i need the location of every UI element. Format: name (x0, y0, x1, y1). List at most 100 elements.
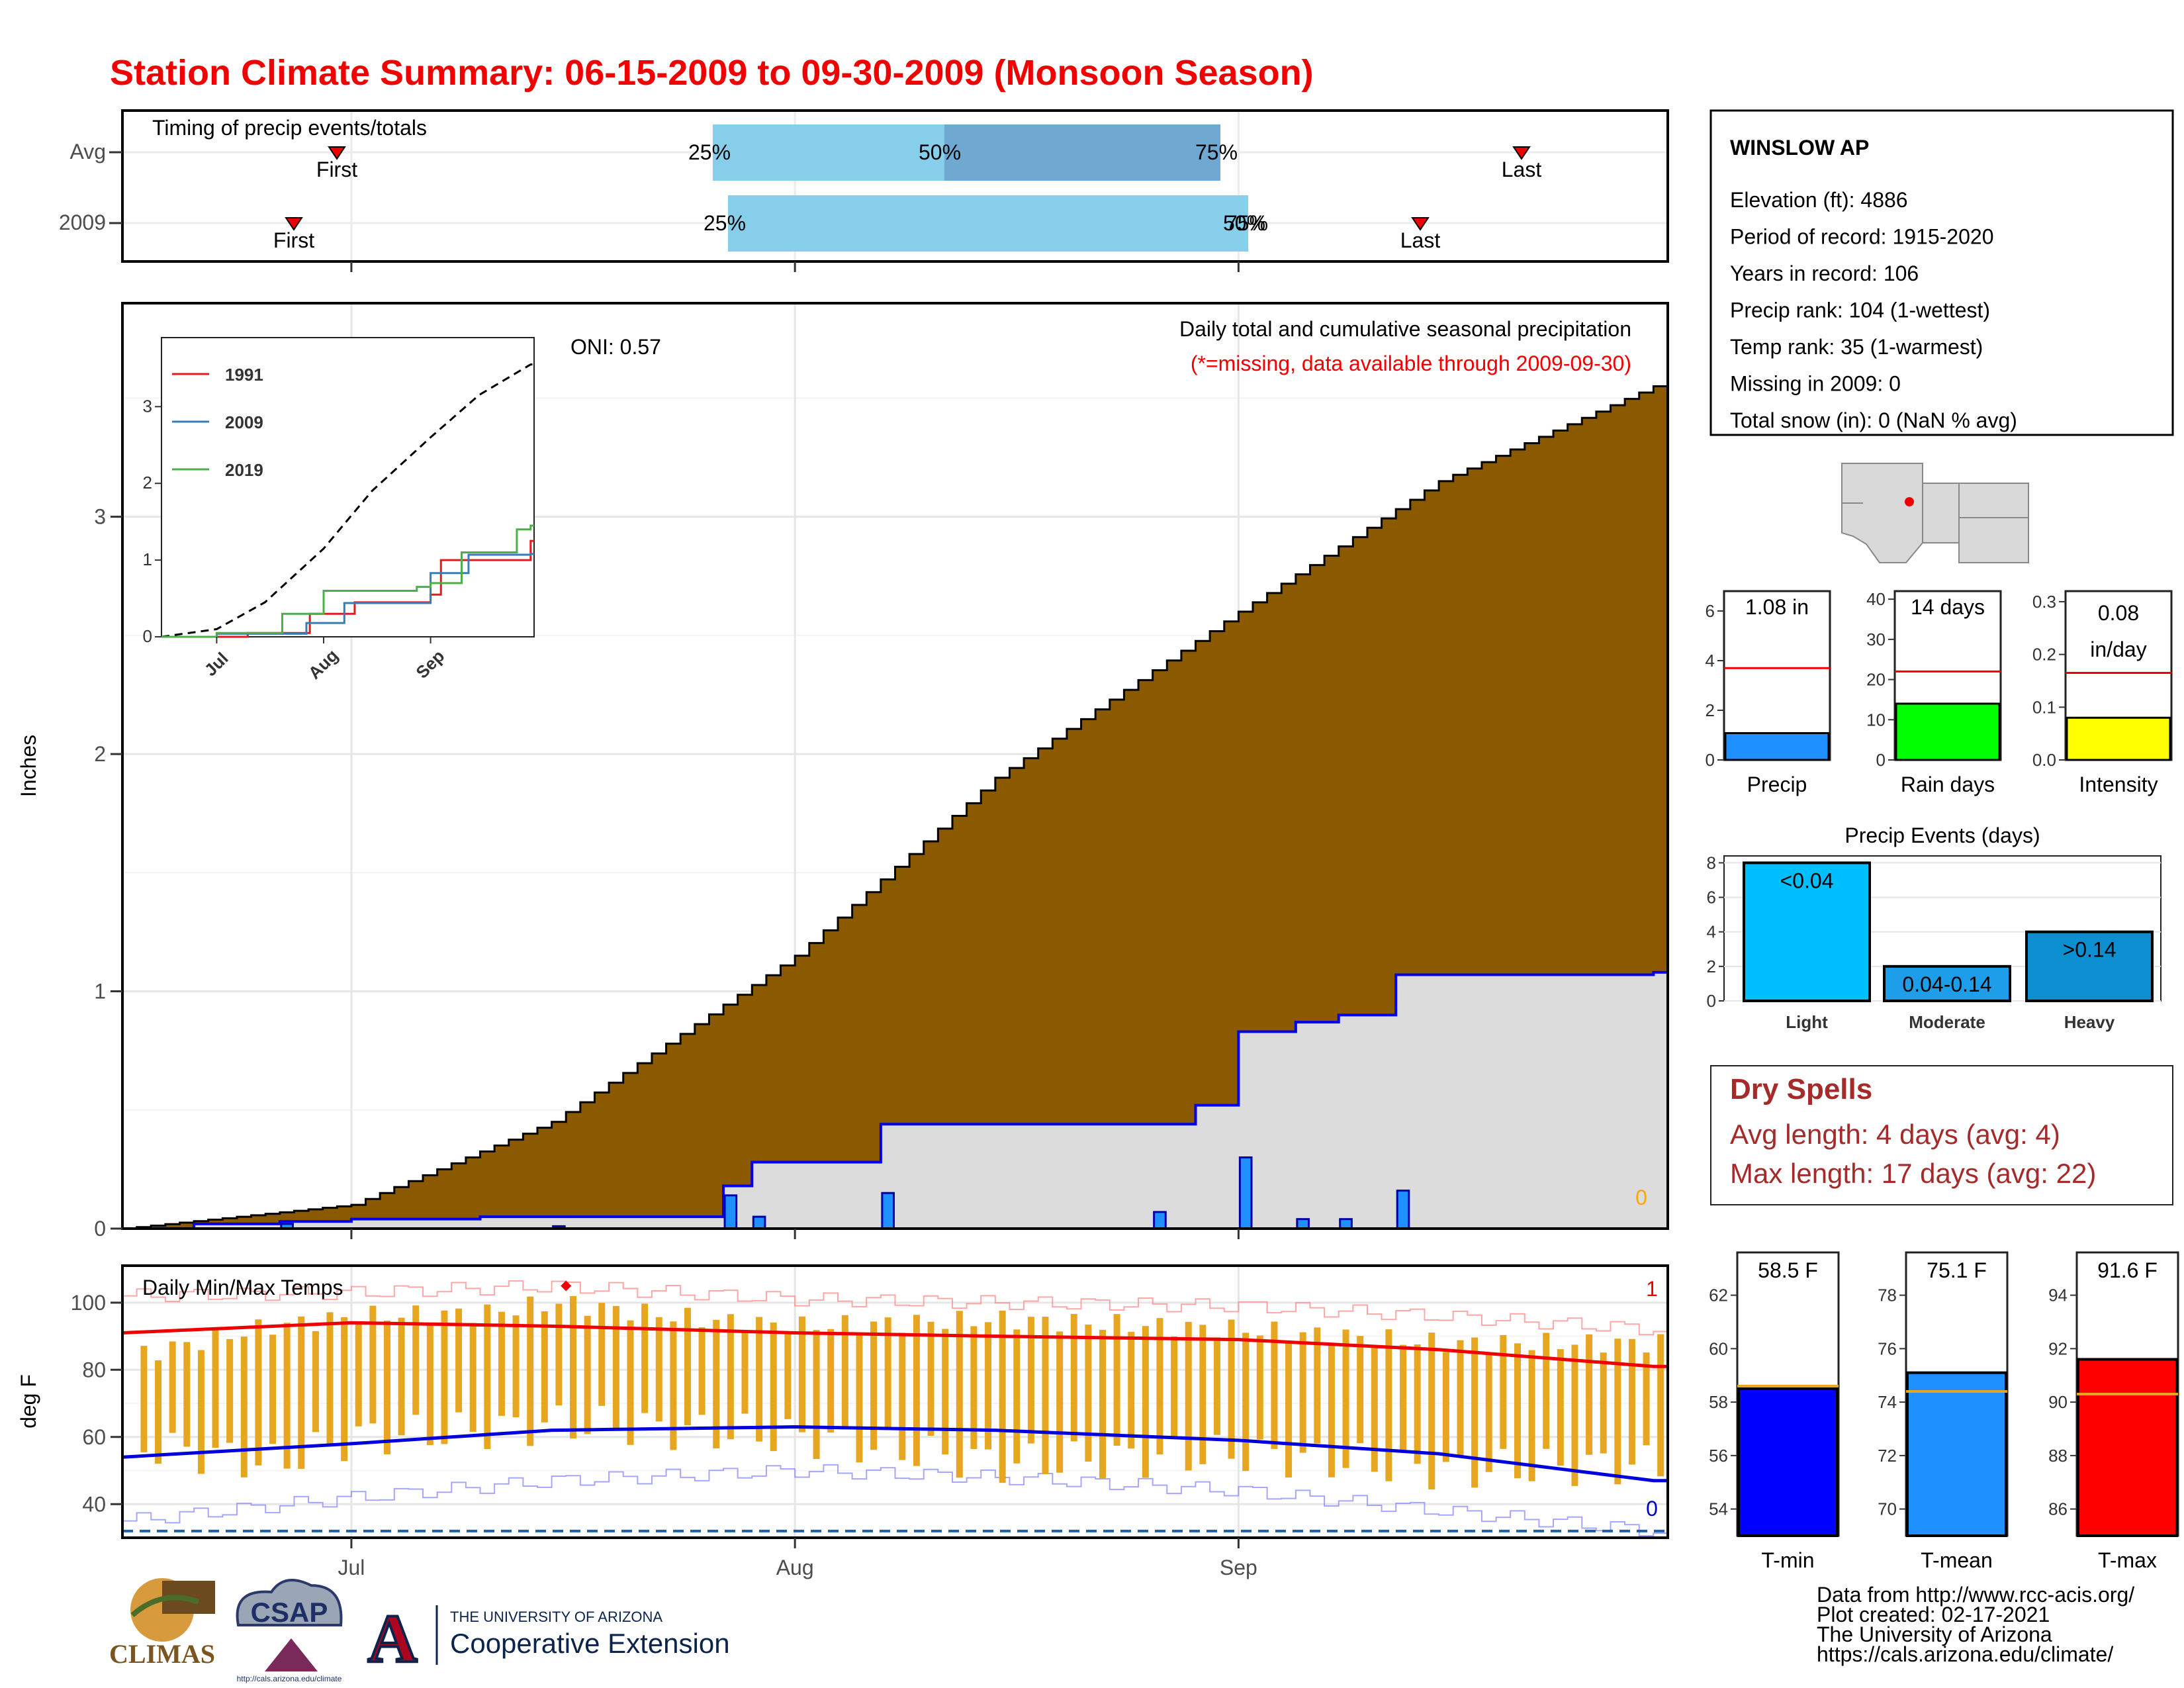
avg-first-marker (328, 146, 346, 160)
inset-average-line (161, 363, 534, 638)
avg-min-line (122, 1425, 1668, 1483)
temp-y-tick-label: 72 (1878, 1446, 1897, 1466)
temp-y-tick-label: 90 (2048, 1392, 2068, 1412)
credits: Data from http://www.rcc-acis.org/ Plot … (1817, 1583, 2134, 1666)
avg-p50: 50% (919, 140, 961, 164)
daily-precip-bar (1339, 1218, 1353, 1230)
credit-line-3: The University of Arizona (1817, 1622, 2052, 1646)
temp-y-tick-label: 76 (1878, 1338, 1897, 1358)
timing-label: Timing of precip events/totals (152, 116, 427, 140)
precip-corner-count: 0 (1635, 1186, 1647, 1209)
temp-min-count: 0 (1646, 1497, 1658, 1521)
y-tick-label: 1 (94, 980, 106, 1004)
mini-bar-rain-days (1895, 702, 2001, 761)
event-bar-value: 0.04-0.14 (1902, 972, 1991, 996)
station-name: WINSLOW AP (1730, 136, 1869, 160)
credit-line-2: Plot created: 02-17-2021 (1817, 1603, 2050, 1626)
ua-line-1: THE UNIVERSITY OF ARIZONA (450, 1609, 662, 1625)
event-bar-value: <0.04 (1780, 868, 1834, 892)
temp-max-count: 1 (1646, 1277, 1658, 1301)
temp-y-tick-label: 74 (1878, 1392, 1897, 1412)
y2009-p25: 25% (704, 211, 746, 235)
events-y-tick-label: 2 (1707, 957, 1716, 976)
seasonal-totals: 0 2 4 6 1.08 in Precip 0 10 20 30 40 14 days Rain da… (1706, 589, 2173, 796)
events-y-tick-label: 0 (1707, 991, 1716, 1011)
ua-letter: A (367, 1601, 417, 1677)
mini-y-tick-label: 0.1 (2032, 697, 2056, 717)
precip-events-chart: Precip Events (days) 0 2 4 6 8 <0.04 Light 0.04… (1707, 823, 2161, 1032)
y-tick-label: 40 (82, 1492, 106, 1516)
avg-p25: 25% (688, 140, 731, 164)
inset-y-tick-label: 3 (143, 396, 152, 416)
mini-bar-unit: in/day (2090, 637, 2146, 661)
temp-panel: 40 60 80 100 Daily Min/Max Temps deg F 1 0 (17, 1264, 1669, 1539)
y-tick-label: 60 (82, 1425, 106, 1449)
station-info-line: Years in record: 106 (1730, 261, 1919, 285)
precip-caption: Daily total and cumulative seasonal prec… (1179, 317, 1631, 341)
timing-panel: Timing of precip events/totals Avg 2009 … (59, 109, 1669, 272)
inset-legend: 1991 2009 2019 (172, 365, 263, 480)
record-marker (561, 1280, 572, 1291)
temp-bar-value: 75.1 F (1927, 1258, 1987, 1282)
temp-bar-label: T-min (1762, 1548, 1815, 1572)
mini-bar-label: Precip (1747, 773, 1807, 796)
events-y-tick-label: 4 (1707, 922, 1716, 942)
record-low-line (122, 1464, 1668, 1536)
mini-y-tick-label: 30 (1866, 630, 1886, 649)
mini-y-tick-label: 40 (1866, 589, 1886, 609)
legend-1991: 1991 (225, 365, 263, 385)
temp-y-tick-label: 94 (2048, 1286, 2068, 1305)
inset-series-2019 (161, 524, 534, 638)
precip-ylabel: Inches (17, 735, 40, 797)
mini-y-tick-label: 2 (1706, 700, 1715, 720)
csap-url: http://cals.arizona.edu/climate (237, 1674, 342, 1683)
temp-label: Daily Min/Max Temps (142, 1276, 343, 1299)
mini-bar-intensity (2066, 716, 2171, 761)
temp-bar-label: T-mean (1921, 1548, 1992, 1572)
temp-bar-t-min (1737, 1387, 1839, 1538)
temp-y-tick-label: 58 (1709, 1392, 1728, 1412)
temp-bar-label: T-max (2098, 1548, 2157, 1572)
dry-spells-avg: Avg length: 4 days (avg: 4) (1730, 1119, 2060, 1150)
temp-bar-value: 58.5 F (1758, 1258, 1818, 1282)
temp-bar-value: 91.6 F (2097, 1258, 2158, 1282)
mini-bar-value: 1.08 in (1745, 595, 1809, 619)
avg-p75: 75% (1195, 140, 1238, 164)
station-info: WINSLOW AP Elevation (ft): 4886 Period of… (1709, 109, 2174, 436)
temp-y-tick-label: 86 (2048, 1499, 2068, 1519)
date-axis: Jul Aug Sep (338, 1538, 1257, 1579)
station-info-line: Precip rank: 104 (1-wettest) (1730, 299, 1990, 322)
station-location-dot (1905, 497, 1914, 506)
daily-precip-bar (723, 1194, 738, 1230)
record-high-line (122, 1280, 1668, 1336)
x-tick-label: Jul (338, 1556, 365, 1579)
temp-y-tick-label: 60 (1709, 1338, 1728, 1358)
climas-logo: CLIMAS (109, 1578, 215, 1669)
temp-y-tick-label: 92 (2048, 1338, 2068, 1358)
temp-y-tick-label: 54 (1709, 1499, 1728, 1519)
temp-bar-t-max (2077, 1358, 2178, 1538)
csap-logo: CSAP http://cals.arizona.edu/climate (236, 1579, 343, 1683)
cumulative-2009-line (122, 970, 1668, 1230)
temp-bar-t-mean (1906, 1371, 2007, 1537)
ua-logo: A THE UNIVERSITY OF ARIZONA Cooperative … (361, 1599, 730, 1678)
daily-precip-bar (1153, 1211, 1167, 1230)
station-info-line: Missing in 2009: 0 (1730, 372, 1901, 396)
mini-y-tick-label: 0.3 (2032, 592, 2056, 612)
avg-last-marker (1512, 146, 1531, 160)
daily-precip-bar (752, 1215, 766, 1230)
climas-text: CLIMAS (109, 1639, 215, 1669)
avg-first-label: First (316, 158, 357, 181)
mini-y-tick-label: 0.2 (2032, 645, 2056, 665)
event-bar-heavy (2025, 930, 2154, 1002)
timing-row-avg: Avg (69, 140, 106, 164)
y2009-first-marker (285, 217, 303, 231)
avg-iqr-high (944, 124, 1220, 181)
precip-panel: 0 1 2 3 Inches Daily total and cumulative s… (17, 302, 1669, 1241)
dry-spells-max: Max length: 17 days (avg: 22) (1730, 1158, 2096, 1189)
event-bar-label: Heavy (2064, 1012, 2115, 1032)
mini-y-tick-label: 10 (1866, 710, 1886, 729)
event-bar-label: Moderate (1909, 1012, 1985, 1032)
